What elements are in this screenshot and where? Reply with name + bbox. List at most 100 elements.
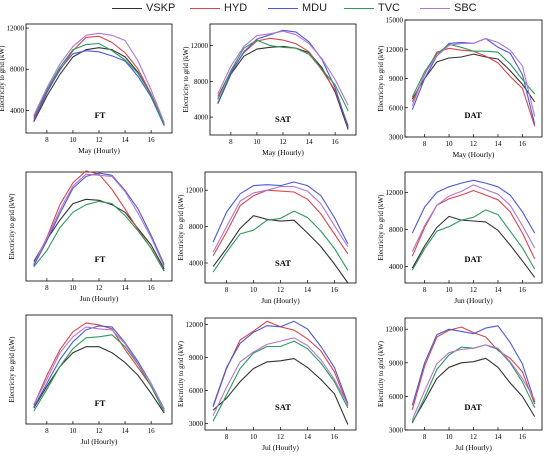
x-tick-label: 14 [304, 433, 312, 441]
x-tick-label: 16 [519, 286, 527, 294]
panel-title: DAT [464, 254, 482, 264]
series-line-hyd [411, 189, 536, 260]
y-axis-label: Electricity to grid (kW) [182, 46, 190, 113]
x-tick-label: 8 [45, 136, 49, 144]
x-tick-label: 10 [446, 433, 454, 441]
panel-5: 8 10 12 14 16 4000 8000 12000 Jun (Hourly) Electr… [177, 171, 357, 305]
panel-title: FT [95, 110, 106, 120]
y-tick-label: 8000 [189, 223, 204, 231]
y-tick-label: 6000 [389, 104, 404, 112]
series-line-sbc [33, 32, 165, 123]
x-tick-label: 14 [122, 427, 130, 435]
series-line-tvc [33, 42, 165, 126]
series-line-hyd [217, 37, 349, 127]
series-line-tvc [33, 200, 165, 272]
legend-swatch [268, 7, 298, 9]
x-tick-label: 12 [277, 433, 285, 441]
panel-title: FT [95, 398, 106, 408]
series-line-sbc [212, 337, 349, 416]
axes-frame [404, 171, 543, 284]
x-tick-label: 16 [519, 140, 527, 148]
series-line-sbc [33, 173, 165, 268]
y-tick-label: 9000 [389, 75, 404, 83]
chart-legend: VSKP HYD MDU TVC SBC [0, 0, 550, 16]
y-tick-label: 9000 [189, 354, 204, 362]
legend-label: SBC [454, 2, 477, 14]
y-axis-label: Electricity to grid (kW) [377, 194, 385, 261]
y-tick-label: 12000 [186, 321, 204, 329]
x-tick-label: 12 [470, 140, 478, 148]
panel-title: DAT [464, 110, 482, 120]
panel-title: SAT [275, 114, 291, 124]
axes-frame [25, 171, 173, 282]
y-tick-label: 4000 [10, 107, 25, 115]
panel-9: 8 10 12 14 16 3000 6000 9000 12000 Jul (Hourly) El… [377, 317, 543, 452]
panel-2: 8 10 12 14 16 4000 8000 12000 May (Hourly) Electr… [182, 23, 357, 157]
legend-label: MDU [302, 2, 328, 14]
x-axis-label: Jul (Hourly) [81, 437, 118, 446]
x-tick-label: 16 [148, 427, 156, 435]
series-line-hyd [411, 326, 536, 410]
x-tick-label: 12 [96, 136, 104, 144]
series-line-vskp [33, 198, 165, 270]
series-line-vskp [212, 358, 349, 425]
series-line-tvc [212, 340, 349, 422]
y-tick-label: 4000 [189, 259, 204, 267]
series-line-mdu [212, 320, 349, 406]
series-line-vskp [212, 215, 349, 284]
y-axis-label: Electricity to grid (kW) [377, 45, 385, 112]
x-tick-label: 10 [446, 140, 454, 148]
y-axis-label: Electricity to grid (kW) [177, 194, 185, 261]
x-tick-label: 16 [331, 433, 339, 441]
series-line-tvc [411, 209, 536, 271]
x-axis-label: Jun (Hourly) [80, 294, 119, 303]
x-tick-label: 14 [494, 286, 502, 294]
y-tick-label: 4000 [194, 114, 209, 122]
y-tick-label: 12000 [386, 46, 404, 54]
legend-swatch [112, 7, 142, 9]
x-tick-label: 10 [69, 284, 77, 292]
y-tick-label: 12000 [386, 189, 404, 197]
x-tick-label: 10 [69, 136, 77, 144]
x-tick-label: 10 [253, 138, 261, 146]
x-tick-label: 8 [423, 140, 427, 148]
x-tick-label: 10 [250, 286, 258, 294]
y-axis-label: Electricity to grid (kW) [377, 340, 385, 407]
panel-3: 8 10 12 14 16 3000 6000 9000 12000 15000 May (Hour… [377, 17, 543, 159]
x-tick-label: 16 [332, 138, 340, 146]
series-line-mdu [217, 29, 349, 128]
x-tick-label: 14 [122, 136, 130, 144]
x-tick-label: 8 [423, 433, 427, 441]
x-tick-label: 10 [69, 427, 77, 435]
series-line-mdu [33, 325, 165, 410]
panel-6: 8 10 12 14 16 4000 8000 12000 Jun (Hourly) Electr… [377, 171, 543, 305]
y-tick-label: 6000 [389, 393, 404, 401]
x-tick-label: 14 [494, 433, 502, 441]
x-tick-label: 8 [45, 284, 49, 292]
x-tick-label: 12 [96, 284, 104, 292]
x-tick-label: 14 [122, 284, 130, 292]
panel-title: SAT [275, 258, 291, 268]
series-line-mdu [33, 50, 165, 127]
x-tick-label: 12 [470, 433, 478, 441]
series-line-sbc [411, 37, 536, 117]
series-line-tvc [411, 43, 536, 98]
series-line-sbc [33, 326, 165, 411]
x-axis-label: May (Hourly) [78, 146, 120, 155]
x-tick-label: 14 [304, 286, 312, 294]
panel-4: 8 10 12 14 16 Jun (Hourly) Electricity to grid… [8, 170, 173, 303]
series-line-mdu [411, 179, 536, 234]
legend-item-mdu: MDU [268, 2, 327, 14]
y-tick-label: 9000 [389, 359, 404, 367]
panel-title: DAT [464, 402, 482, 412]
legend-label: TVC [378, 2, 400, 14]
panel-8: 8 10 12 14 16 3000 6000 9000 12000 Jul (Hourly) El… [177, 317, 357, 452]
series-line-mdu [33, 172, 165, 266]
panel-7: 8 10 12 14 16 Jul (Hourly) Electricity to grid… [8, 314, 173, 446]
legend-label: HYD [224, 2, 248, 14]
y-tick-label: 12000 [386, 326, 404, 334]
series-line-vskp [411, 53, 536, 103]
series-line-mdu [411, 325, 536, 406]
y-tick-label: 15000 [386, 17, 404, 25]
